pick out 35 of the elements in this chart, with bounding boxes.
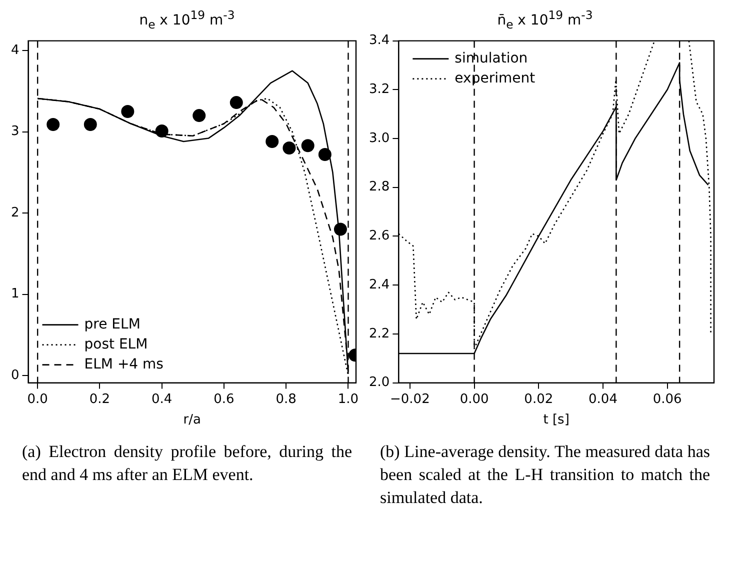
x-tick-label: 1.0 — [338, 392, 359, 407]
text: (b) Line-average density. The measured data has been scaled at the L-H transition to match the simulated data. — [379, 441, 711, 509]
y-tick-label: 3.4 — [368, 33, 390, 48]
x-tick-label: 0.06 — [652, 392, 682, 407]
x-axis-title: r/a — [183, 412, 201, 428]
y-tick-label: 4 — [10, 42, 20, 58]
x-tick-label: 0.00 — [460, 392, 489, 407]
legend-label: simulation — [454, 50, 528, 66]
text: (a) Electron density profile before, during the end and 4 ms after an ELM event. — [21, 441, 353, 486]
legend-label: experiment — [454, 70, 536, 86]
y-tick-label: 0 — [10, 368, 20, 383]
x-axis-title: t [s] — [543, 412, 570, 428]
y-tick-label: 2.8 — [368, 180, 390, 195]
x-tick-label: 0.8 — [276, 392, 296, 407]
legend-label: pre ELM — [84, 316, 140, 332]
y-tick-label: 2.0 — [368, 375, 390, 390]
x-tick-label: 0.6 — [214, 392, 234, 407]
x-tick-label: 0.2 — [89, 392, 110, 407]
x-tick-label: 0.0 — [27, 392, 48, 407]
y-tick-label: 3 — [10, 124, 20, 140]
y-tick-label: 3.0 — [368, 130, 390, 146]
chart-title: n̄$_{e}$ x 10$^{19}$ m$^{-3}$ — [496, 8, 594, 32]
x-tick-label: −0.02 — [390, 392, 430, 407]
chart-title: n$_{e}$ x 10$^{19}$ m$^{-3}$ — [138, 8, 236, 32]
y-tick-label: 1 — [10, 286, 20, 302]
y-tick-label: 3.2 — [368, 82, 390, 98]
legend-label: ELM +4 ms — [84, 356, 164, 372]
x-tick-label: 0.04 — [588, 392, 618, 407]
y-tick-label: 2.6 — [368, 228, 390, 244]
y-tick-label: 2 — [10, 205, 20, 220]
x-tick-label: 0.02 — [524, 392, 554, 407]
y-tick-label: 2.4 — [368, 277, 390, 292]
x-tick-label: 0.4 — [152, 392, 172, 407]
legend-label: post ELM — [84, 336, 148, 352]
y-tick-label: 2.2 — [368, 326, 390, 342]
